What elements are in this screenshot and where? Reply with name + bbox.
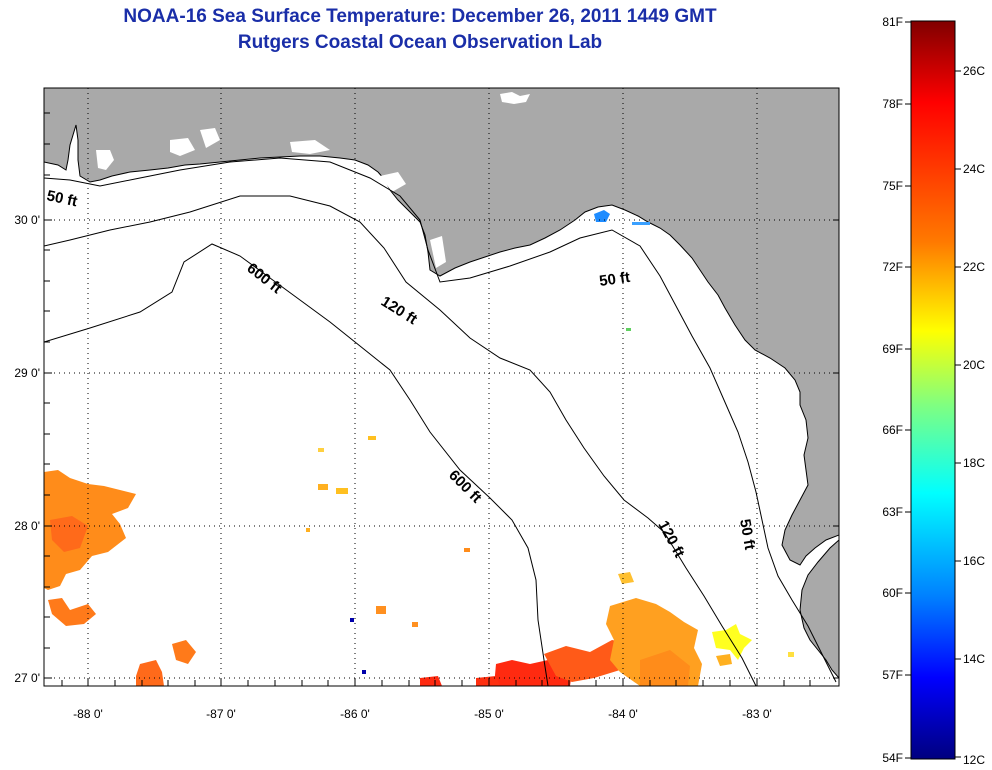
bay-feature <box>96 150 114 170</box>
lat-tick-label: 27 0' <box>14 671 40 685</box>
colorbar-c-label: 12C <box>963 753 985 767</box>
lat-tick-label: 30 0' <box>14 213 40 227</box>
colorbar-c-label: 16C <box>963 554 985 568</box>
colorbar-f-label: 72F <box>882 260 903 274</box>
lon-tick-label: -87 0' <box>206 707 236 721</box>
contour-120ft <box>44 195 757 686</box>
colorbar-f-label: 69F <box>882 342 903 356</box>
axis-ticks <box>44 112 839 686</box>
contour-600ft <box>44 243 549 686</box>
bay-feature <box>500 92 530 104</box>
lon-tick-label: -84 0' <box>608 707 638 721</box>
bay-feature <box>430 236 446 268</box>
colorbar <box>910 20 956 760</box>
lon-tick-label: -86 0' <box>340 707 370 721</box>
map-subtitle: Rutgers Coastal Ocean Observation Lab <box>237 32 603 53</box>
colorbar-f-label: 78F <box>882 97 903 111</box>
lon-tick-label: -88 0' <box>73 707 103 721</box>
colorbar-c-label: 26C <box>963 64 985 78</box>
colorbar-c-label: 20C <box>963 358 985 372</box>
colorbar-f-label: 75F <box>882 179 903 193</box>
bay-feature <box>380 172 406 192</box>
bay-feature <box>200 128 220 148</box>
contour-50ft <box>44 157 837 683</box>
colorbar-c-label: 24C <box>963 162 985 176</box>
contour-label: 50 ft <box>45 187 79 210</box>
colorbar-f-label: 57F <box>882 668 903 682</box>
colorbar-f-label: 66F <box>882 423 903 437</box>
colorbar-f-label: 60F <box>882 586 903 600</box>
lat-tick-label: 28 0' <box>14 519 40 533</box>
depth-contours <box>44 157 837 686</box>
bay-feature <box>170 138 195 156</box>
lon-tick-label: -83 0' <box>742 707 772 721</box>
lon-tick-label: -85 0' <box>474 707 504 721</box>
lat-tick-label: 29 0' <box>14 366 40 380</box>
sst-patches <box>44 210 794 686</box>
contour-label: 50 ft <box>736 518 758 551</box>
colorbar-f-label: 54F <box>882 751 903 765</box>
colorbar-c-label: 14C <box>963 652 985 666</box>
map-title: NOAA-16 Sea Surface Temperature: Decembe… <box>123 6 717 27</box>
colorbar-c-label: 22C <box>963 260 985 274</box>
land-area <box>44 88 839 679</box>
colorbar-f-label: 63F <box>882 505 903 519</box>
contour-label: 50 ft <box>598 269 631 290</box>
map-frame <box>43 87 840 687</box>
colorbar-ticks <box>905 21 961 759</box>
colorbar-c-label: 18C <box>963 456 985 470</box>
bay-feature <box>290 140 330 154</box>
colorbar-f-label: 81F <box>882 15 903 29</box>
